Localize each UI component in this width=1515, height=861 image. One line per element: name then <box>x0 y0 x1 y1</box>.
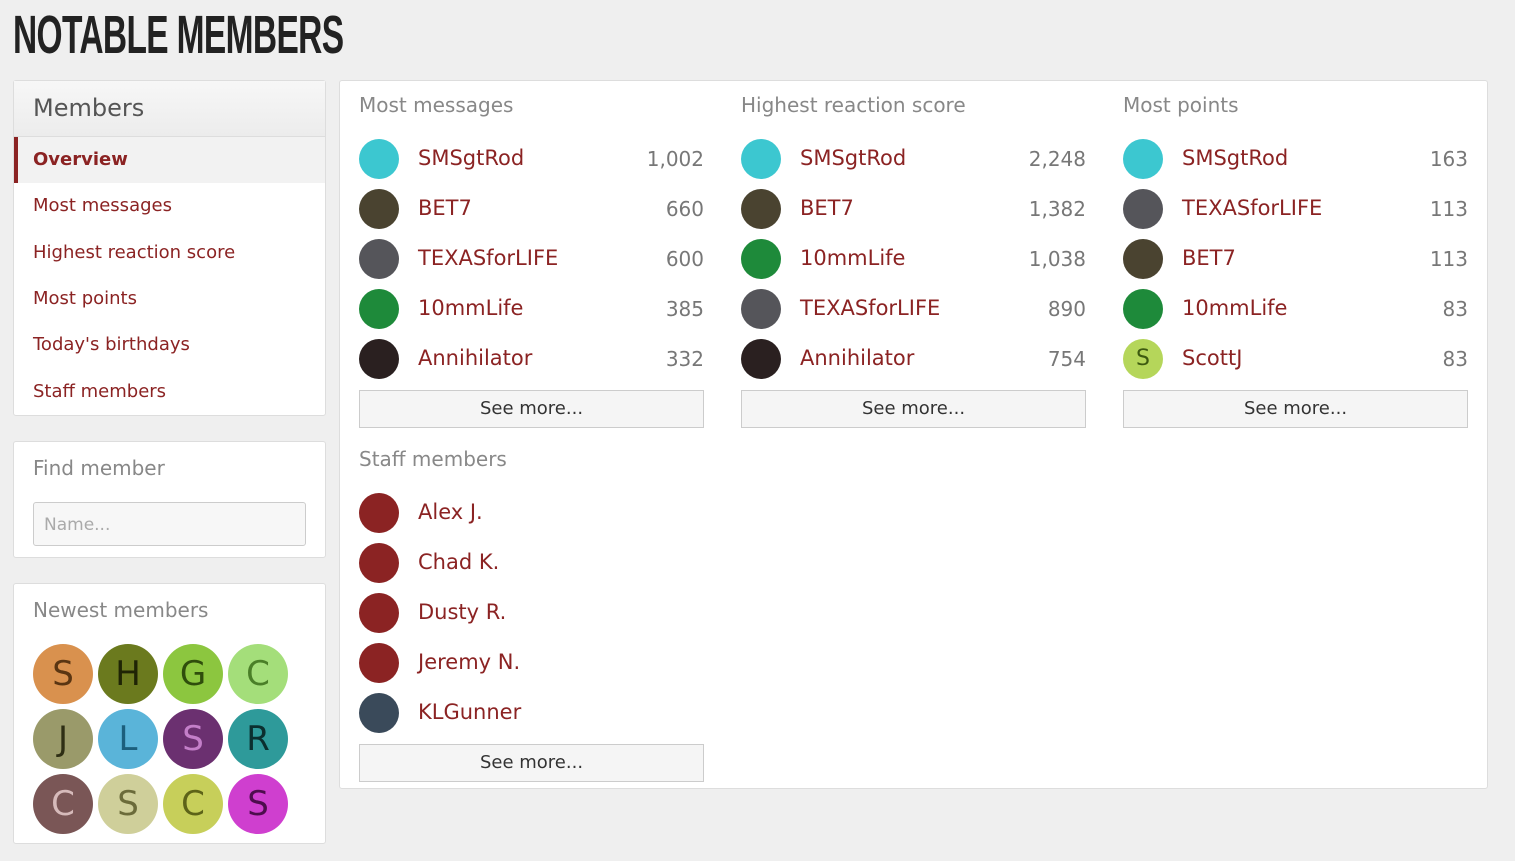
user-avatar[interactable] <box>741 139 781 179</box>
see-more-button[interactable]: See more... <box>741 390 1086 428</box>
user-name[interactable]: KLGunner <box>418 700 522 724</box>
user-avatar[interactable] <box>741 189 781 229</box>
user-value: 113 <box>1429 197 1468 221</box>
user-name[interactable]: BET7 <box>418 196 472 220</box>
user-name[interactable]: Alex J. <box>418 500 483 524</box>
user-name[interactable]: ScottJ <box>1182 346 1243 370</box>
user-value: 600 <box>665 247 704 271</box>
user-avatar[interactable] <box>741 239 781 279</box>
user-name[interactable]: SMSgtRod <box>1182 146 1289 170</box>
nav-item[interactable]: Most messages <box>33 195 172 217</box>
user-value: 385 <box>665 297 704 321</box>
user-name[interactable]: Jeremy N. <box>418 650 521 674</box>
user-avatar[interactable] <box>741 289 781 329</box>
main-box: Most messages SMSgtRod 1,002 BET7 660 TEXASfo… <box>339 80 1488 789</box>
member-avatar[interactable]: S <box>163 709 223 769</box>
find-box: Find member Name... <box>13 441 326 558</box>
user-name[interactable]: 10mmLife <box>800 246 906 270</box>
user-name[interactable]: SMSgtRod <box>418 146 525 170</box>
user-value: 890 <box>1047 297 1086 321</box>
nav-item[interactable]: Highest reaction score <box>33 241 236 263</box>
nav-box: Members Overview Most messages Highest rea… <box>13 80 326 416</box>
see-more-button[interactable]: See more... <box>359 390 704 428</box>
member-avatar[interactable]: C <box>228 644 288 704</box>
user-avatar[interactable] <box>359 693 399 733</box>
user-value: 163 <box>1429 147 1468 171</box>
user-name[interactable]: TEXASforLIFE <box>1182 196 1323 220</box>
user-avatar[interactable] <box>359 593 399 633</box>
user-name[interactable]: 10mmLife <box>1182 296 1288 320</box>
user-avatar[interactable] <box>1123 139 1163 179</box>
user-avatar[interactable] <box>359 239 399 279</box>
column-title: Highest reaction score <box>741 93 966 117</box>
user-name[interactable]: Chad K. <box>418 550 500 574</box>
user-value: 1,002 <box>646 147 704 171</box>
user-avatar[interactable] <box>741 339 781 379</box>
user-name[interactable]: BET7 <box>1182 246 1236 270</box>
user-avatar[interactable] <box>359 289 399 329</box>
user-value: 332 <box>665 347 704 371</box>
user-value: 1,382 <box>1028 197 1086 221</box>
nav-header <box>14 81 325 137</box>
user-avatar[interactable] <box>359 643 399 683</box>
name-input[interactable]: Name... <box>33 502 306 546</box>
page-title: NOTABLE MEMBERS <box>13 5 344 65</box>
column-title: Most points <box>1123 93 1239 117</box>
column-title: Most messages <box>359 93 514 117</box>
nav-item[interactable]: Most points <box>33 287 137 309</box>
member-avatar[interactable]: C <box>33 774 93 834</box>
member-avatar[interactable]: C <box>163 774 223 834</box>
user-value: 754 <box>1047 347 1086 371</box>
user-name[interactable]: SMSgtRod <box>800 146 907 170</box>
user-name[interactable]: BET7 <box>800 196 854 220</box>
member-avatar[interactable]: S <box>228 774 288 834</box>
nav-item[interactable]: Staff members <box>33 380 167 402</box>
user-avatar[interactable] <box>1123 289 1163 329</box>
member-avatar[interactable]: L <box>98 709 158 769</box>
user-avatar[interactable] <box>1123 189 1163 229</box>
user-avatar[interactable]: S <box>1123 339 1163 379</box>
user-value: 1,038 <box>1028 247 1086 271</box>
user-avatar[interactable] <box>359 543 399 583</box>
member-avatar[interactable]: R <box>228 709 288 769</box>
find-title: Find member <box>33 456 165 480</box>
member-avatar[interactable]: J <box>33 709 93 769</box>
member-avatar[interactable]: G <box>163 644 223 704</box>
user-avatar[interactable] <box>1123 239 1163 279</box>
newest-title: Newest members <box>33 598 209 622</box>
user-value: 660 <box>665 197 704 221</box>
user-value: 83 <box>1442 347 1468 371</box>
see-more-button[interactable]: See more... <box>359 744 704 782</box>
user-value: 113 <box>1429 247 1468 271</box>
user-avatar[interactable] <box>359 139 399 179</box>
member-avatar[interactable]: S <box>33 644 93 704</box>
nav-item[interactable]: Overview <box>14 137 325 183</box>
column-title: Staff members <box>359 447 507 471</box>
user-name[interactable]: Annihilator <box>800 346 915 370</box>
member-avatar[interactable]: H <box>98 644 158 704</box>
user-name[interactable]: TEXASforLIFE <box>418 246 559 270</box>
user-avatar[interactable] <box>359 339 399 379</box>
user-name[interactable]: Dusty R. <box>418 600 507 624</box>
nav-item[interactable]: Today's birthdays <box>33 334 190 356</box>
user-avatar[interactable] <box>359 493 399 533</box>
member-avatar[interactable]: S <box>98 774 158 834</box>
see-more-button[interactable]: See more... <box>1123 390 1468 428</box>
user-name[interactable]: Annihilator <box>418 346 533 370</box>
user-avatar[interactable] <box>359 189 399 229</box>
user-name[interactable]: TEXASforLIFE <box>800 296 941 320</box>
nav-title: Members <box>33 94 145 122</box>
user-value: 2,248 <box>1028 147 1086 171</box>
user-value: 83 <box>1442 297 1468 321</box>
user-name[interactable]: 10mmLife <box>418 296 524 320</box>
